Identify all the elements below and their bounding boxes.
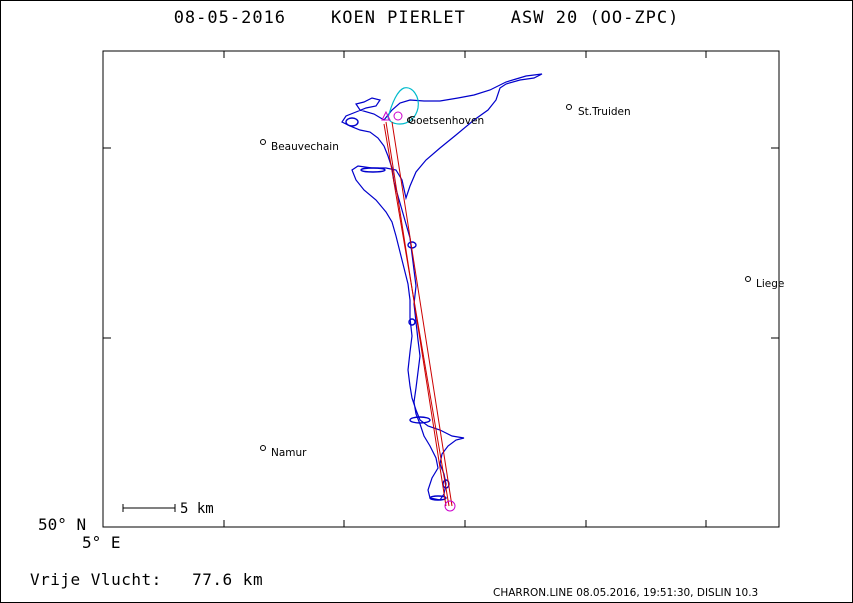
- town-sttruiden: St.Truiden: [566, 104, 631, 118]
- town-label: Goetsenhoven: [408, 115, 484, 127]
- page-title: 08-05-2016 KOEN PIERLET ASW 20 (OO-ZPC): [0, 8, 853, 28]
- start-loop: [387, 87, 419, 125]
- town-label: Liege: [756, 278, 784, 290]
- footer-info: CHARRON.LINE 08.05.2016, 19:51:30, DISLI…: [493, 587, 759, 599]
- pilot-name: KOEN PIERLET: [331, 8, 466, 28]
- start-marker: [381, 110, 391, 121]
- axis-ticks: [103, 51, 779, 527]
- finish-marker: [393, 111, 403, 121]
- town-label: St.Truiden: [578, 106, 631, 118]
- turnpoint-marker: [444, 500, 456, 512]
- town-label: Namur: [271, 447, 307, 459]
- town-liege: Liege: [745, 276, 784, 290]
- glider-name: ASW 20 (OO-ZPC): [510, 8, 680, 28]
- scale-bar: [122, 504, 176, 512]
- town-beauvechain: Beauvechain: [260, 139, 339, 153]
- distance-value: 77.6 km: [192, 570, 264, 589]
- distance-label: Vrije Vlucht:: [30, 570, 162, 589]
- flight-date: 08-05-2016: [173, 8, 287, 28]
- map-border: [102, 50, 780, 528]
- scale-label: 5 km: [180, 501, 214, 517]
- flight-track: [341, 73, 543, 501]
- town-namur: Namur: [260, 445, 307, 459]
- town-label: Beauvechain: [271, 141, 339, 153]
- flight-distance: Vrije Vlucht: 77.6 km: [30, 570, 263, 589]
- thermal-circles: [345, 117, 450, 501]
- task-legs: [383, 121, 453, 507]
- town-goetsenhoven: Goetsenhoven: [407, 115, 484, 127]
- longitude-label: 5° E: [82, 533, 121, 552]
- latitude-label: 50° N: [38, 515, 87, 534]
